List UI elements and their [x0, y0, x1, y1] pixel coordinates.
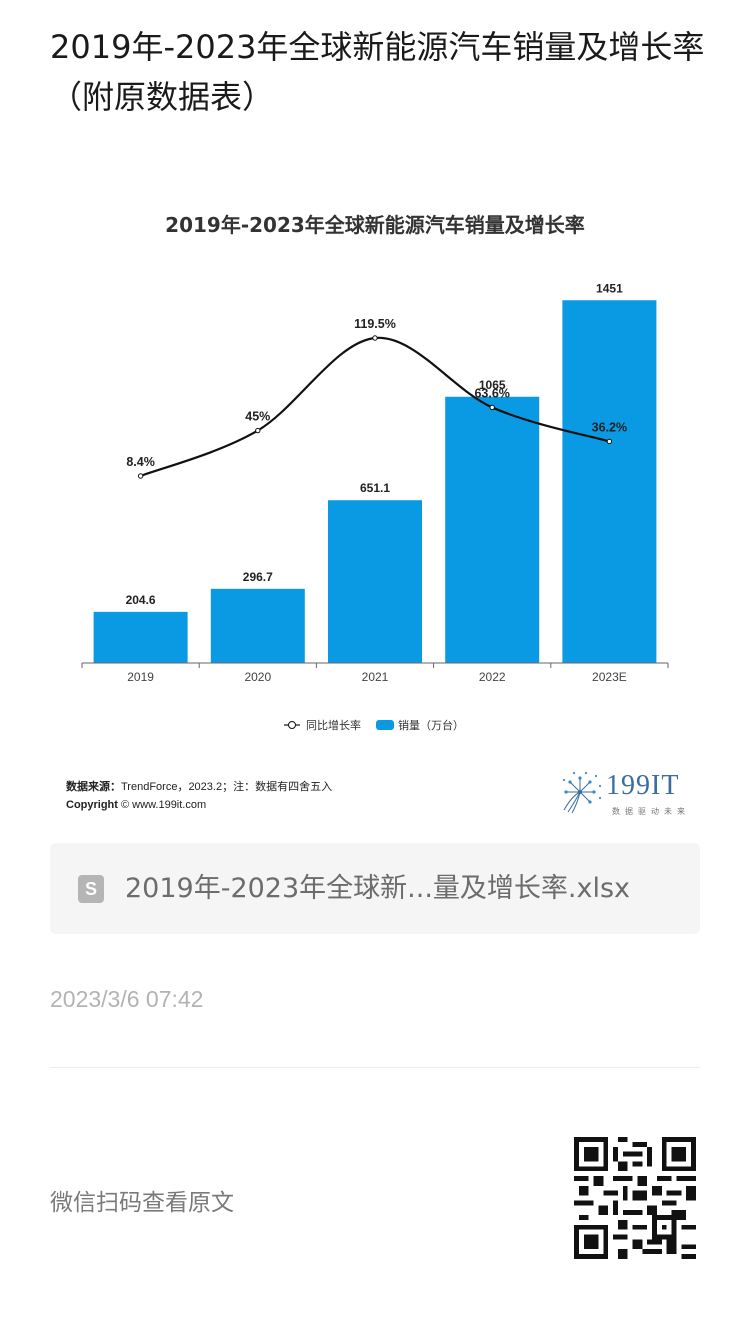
legend-line-marker	[288, 721, 296, 729]
divider	[50, 1067, 700, 1068]
x-tick-2023E: 2023E	[592, 670, 627, 684]
legend-bar-swatch	[376, 720, 394, 730]
x-tick-2022: 2022	[479, 670, 506, 684]
growth-label-2022: 63.6%	[474, 386, 509, 400]
growth-point-2021	[372, 335, 378, 341]
qr-code-icon[interactable]	[574, 1137, 696, 1259]
read-original-hint: 微信扫码查看原文	[50, 1190, 234, 1216]
x-tick-2020: 2020	[244, 670, 271, 684]
growth-label-2021: 119.5%	[354, 317, 396, 331]
growth-label-2019: 8.4%	[126, 455, 155, 469]
bar-label-2021: 651.1	[360, 481, 390, 495]
growth-point-2019	[137, 473, 144, 479]
data-source-label: 数据来源：	[66, 781, 121, 793]
attachment-card[interactable]: S 2019年-2023年全球新...量及增长率.xlsx	[50, 843, 700, 934]
chart-title: 2019年-2023年全球新能源汽车销量及增长率	[165, 213, 585, 237]
bar-2021	[328, 500, 422, 663]
attachment-file-name[interactable]: 2019年-2023年全球新...量及增长率.xlsx	[125, 873, 631, 904]
x-tick-2021: 2021	[362, 670, 389, 684]
x-tick-2019: 2019	[127, 670, 154, 684]
bar-label-2023E: 1451	[596, 281, 623, 295]
bar-2022	[445, 396, 540, 663]
chart-svg: 2019年-2023年全球新能源汽车销量及增长率 204.6 2019 296.7 20…	[81, 213, 669, 732]
page-title: 2019年-2023年全球新能源汽车销量及增长率（附原数据表）	[50, 28, 705, 116]
spreadsheet-file-icon: S	[78, 875, 104, 903]
brand-logo: 199IT 数据驱动未来	[558, 770, 698, 820]
bar-2019	[93, 611, 188, 663]
brand-name: 199IT	[606, 770, 680, 801]
growth-label-2023E: 36.2%	[592, 420, 627, 434]
bar-label-2020: 296.7	[243, 570, 273, 584]
legend-item-growth-rate: 同比增长率	[306, 718, 361, 732]
growth-point-2023E	[606, 438, 613, 445]
legend-item-sales: 销量（万台）	[398, 718, 464, 732]
data-source: 数据来源：TrendForce，2023.2；注：数据有四舍五入	[66, 778, 332, 794]
copyright-label: Copyright	[66, 799, 118, 811]
data-source-text: TrendForce，2023.2；注：数据有四舍五入	[121, 781, 333, 793]
copyright-text: © www.199it.com	[121, 799, 207, 811]
growth-point-2022	[489, 404, 495, 411]
growth-point-2020	[255, 427, 261, 434]
bar-label-2022: 1065	[479, 378, 506, 392]
bar-label-2019: 204.6	[126, 593, 156, 607]
brand-tagline: 数据驱动未来	[612, 807, 690, 816]
growth-label-2020: 45%	[245, 410, 270, 424]
bar-2023E	[562, 300, 657, 663]
chart-card: 2019年-2023年全球新能源汽车销量及增长率 204.6 2019 296.7 20…	[50, 180, 700, 830]
post-timestamp: 2023/3/6 07:42	[50, 986, 204, 1012]
dandelion-logo-icon	[562, 771, 602, 814]
bar-2020	[210, 588, 305, 663]
copyright: Copyright © www.199it.com	[66, 799, 206, 811]
